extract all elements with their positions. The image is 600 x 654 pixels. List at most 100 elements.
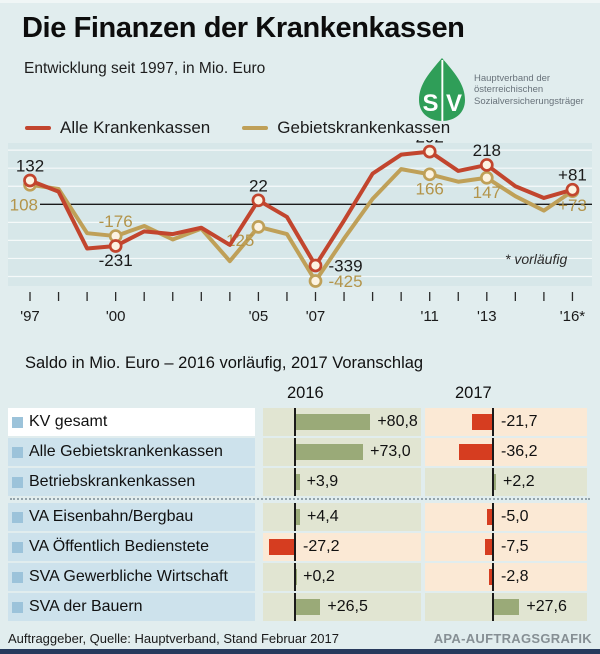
subtitle: Entwicklung seit 1997, in Mio. Euro: [24, 60, 266, 77]
bar-2016: [296, 444, 364, 460]
svg-text:-339: -339: [329, 256, 363, 275]
bar-2017: [485, 539, 492, 555]
value-2016: +3,9: [306, 473, 339, 490]
bar-2016: [268, 539, 294, 555]
cell-2016: +4,4: [263, 503, 421, 531]
row-label: VA Eisenbahn/Bergbau: [29, 508, 194, 525]
svg-text:-231: -231: [99, 251, 133, 270]
bar-2016: [296, 414, 371, 430]
table-row: Betriebskrankenkassen +3,9 +2,2: [0, 468, 600, 496]
value-2016: +80,8: [377, 413, 418, 430]
svg-text:108: 108: [10, 195, 38, 214]
value-2017: -5,0: [501, 508, 529, 525]
column-header-2016: 2016: [287, 384, 324, 402]
svg-text:'05: '05: [249, 308, 269, 325]
logo-letter-v: V: [446, 90, 462, 117]
table-row: KV gesamt +80,8 -21,7: [0, 408, 600, 436]
svg-text:'07: '07: [306, 308, 326, 325]
bar-2017: [494, 599, 520, 615]
finance-line-chart: '97 '00 '05 '07 '11 '13 '16* * vorläufig 108 -176…: [8, 140, 592, 325]
svg-text:166: 166: [416, 179, 444, 198]
svg-text:'11: '11: [420, 308, 438, 325]
cell-2017: -21,7: [425, 408, 587, 436]
cell-2016: +0,2: [263, 563, 421, 591]
value-2017: -21,7: [501, 413, 538, 430]
value-2016: +26,5: [327, 598, 368, 615]
zero-axis: [492, 438, 494, 466]
bar-2017: [487, 509, 492, 525]
logo-letter-s: S: [422, 90, 438, 117]
column-header-2017: 2017: [455, 384, 492, 402]
row-label: Betriebskrankenkassen: [29, 473, 196, 490]
source-note: Auftraggeber, Quelle: Hauptverband, Stan…: [8, 631, 339, 646]
row-label: Alle Gebietskrankenkassen: [29, 443, 223, 460]
credit: APA-AUFTRAGSGRAFIK: [433, 631, 592, 646]
row-bullet-icon: [12, 416, 23, 428]
page-title: Die Finanzen der Krankenkassen: [22, 12, 465, 44]
sv-logo: S V Hauptverband der österreichischen So…: [418, 58, 584, 122]
footer: Auftraggeber, Quelle: Hauptverband, Stan…: [8, 631, 592, 646]
zero-axis: [492, 468, 494, 496]
cell-2017: -2,8: [425, 563, 587, 591]
cell-2016: +3,9: [263, 468, 421, 496]
value-2016: +0,2: [303, 568, 335, 585]
row-label: SVA der Bauern: [29, 598, 143, 615]
row-label: VA Öffentlich Bedienstete: [29, 538, 209, 555]
bar-2017: [458, 444, 492, 460]
zero-axis: [492, 533, 494, 561]
zero-axis: [492, 503, 494, 531]
bar-2017: [472, 414, 492, 430]
svg-text:292: 292: [416, 140, 444, 147]
row-bullet-icon: [12, 511, 23, 523]
top-strip: [0, 0, 600, 3]
zero-axis: [492, 563, 494, 591]
row-bullet-icon: [12, 541, 23, 553]
legend-label-alle-krankenkassen: Alle Krankenkassen: [60, 118, 211, 137]
value-2017: -36,2: [501, 443, 538, 460]
value-2017: +27,6: [526, 598, 567, 615]
group-divider: [10, 498, 590, 500]
svg-text:'00: '00: [106, 308, 126, 325]
row-label: SVA Gewerbliche Wirtschaft: [29, 568, 228, 585]
table-row: VA Eisenbahn/Bergbau +4,4 -5,0: [0, 503, 600, 531]
zero-axis: [294, 593, 296, 621]
zero-axis: [294, 533, 296, 561]
zero-axis: [294, 468, 296, 496]
logo-org-name: Hauptverband der österreichischen Sozial…: [474, 72, 584, 107]
bar-2016: [296, 509, 301, 525]
svg-text:-425: -425: [329, 272, 363, 291]
svg-text:22: 22: [249, 176, 268, 195]
value-2016: +73,0: [370, 443, 411, 460]
svg-text:147: 147: [473, 183, 501, 202]
legend-label-gebietskrankenkassen: Gebietskrankenkassen: [277, 118, 451, 137]
legend-swatch-alle-krankenkassen: [25, 125, 51, 131]
svg-text:132: 132: [16, 156, 44, 175]
row-bullet-icon: [12, 476, 23, 488]
zero-axis: [294, 563, 296, 591]
zero-axis: [492, 408, 494, 436]
row-bullet-icon: [12, 446, 23, 458]
table-row: Alle Gebietskrankenkassen +73,0 -36,2: [0, 438, 600, 466]
bar-2016: [296, 474, 300, 490]
value-2016: +4,4: [307, 508, 339, 525]
svg-text:+81: +81: [558, 166, 587, 185]
value-2017: -7,5: [501, 538, 529, 555]
bar-2016: [296, 599, 321, 615]
cell-2017: -5,0: [425, 503, 587, 531]
svg-text:'13: '13: [477, 308, 497, 325]
value-2017: +2,2: [503, 473, 535, 490]
value-2016: -27,2: [303, 538, 340, 555]
svg-text:* vorläufig: * vorläufig: [505, 251, 567, 267]
svg-text:'97: '97: [20, 308, 40, 325]
saldo-table: KV gesamt +80,8 -21,7 Alle Gebietskranke…: [0, 408, 600, 623]
table-row: VA Öffentlich Bedienstete -27,2 -7,5: [0, 533, 600, 561]
cell-2016: +73,0: [263, 438, 421, 466]
table-row: SVA Gewerbliche Wirtschaft +0,2 -2,8: [0, 563, 600, 591]
bar-2017: [489, 569, 492, 585]
bottom-accent-bar: [0, 649, 600, 654]
zero-axis: [294, 408, 296, 436]
zero-axis: [294, 503, 296, 531]
zero-axis: [492, 593, 494, 621]
cell-2017: -7,5: [425, 533, 587, 561]
